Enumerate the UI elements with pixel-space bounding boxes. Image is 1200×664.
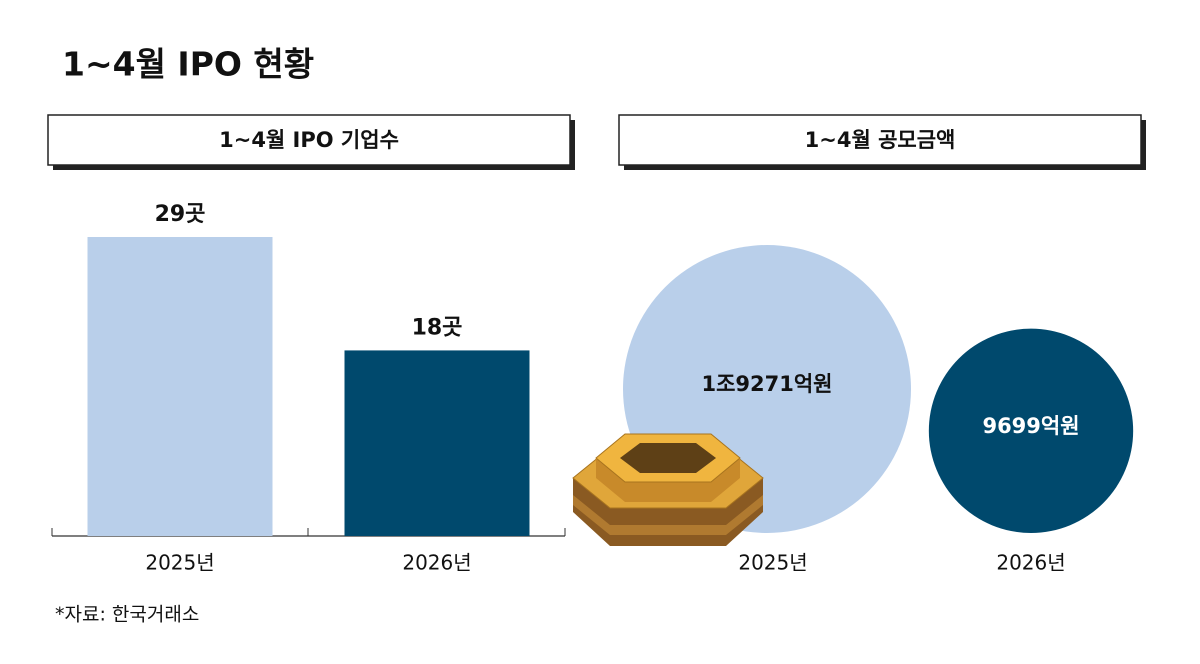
bar bbox=[344, 350, 530, 536]
category-label: 2026년 bbox=[402, 551, 471, 575]
value-label: 9699억원 bbox=[982, 414, 1079, 438]
page-title: 1~4월 IPO 현황 bbox=[62, 45, 314, 84]
panel-title: 1~4월 공모금액 bbox=[805, 128, 956, 152]
category-label: 2026년 bbox=[996, 551, 1065, 575]
value-label: 29곳 bbox=[155, 202, 206, 227]
bar bbox=[87, 237, 273, 536]
category-label: 2025년 bbox=[145, 551, 214, 575]
value-label: 1조9271억원 bbox=[701, 372, 832, 396]
panel-header bbox=[47, 114, 571, 166]
value-label: 18곳 bbox=[412, 315, 463, 340]
panel-title: 1~4월 IPO 기업수 bbox=[219, 128, 399, 152]
panel-header bbox=[618, 114, 1142, 166]
coin-decoration bbox=[572, 433, 764, 546]
bubble bbox=[928, 328, 1134, 533]
category-label: 2025년 bbox=[738, 551, 807, 575]
source-note: *자료: 한국거래소 bbox=[55, 604, 199, 626]
